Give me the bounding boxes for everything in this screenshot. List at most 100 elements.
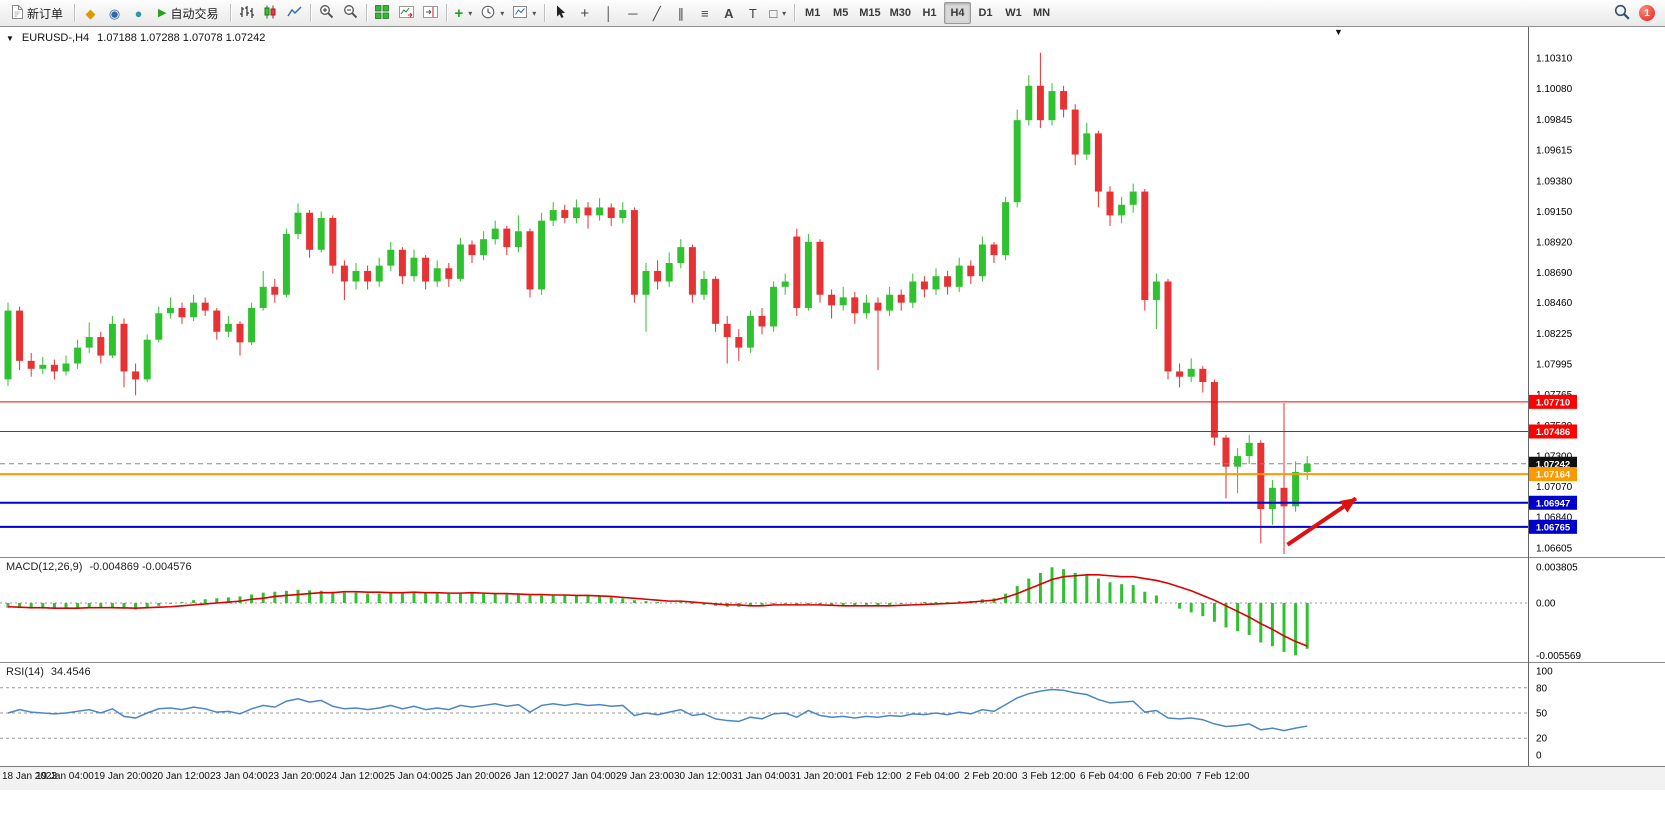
panel-separator[interactable] (0, 662, 1665, 663)
time-axis-label: 19 Jan 20:00 (94, 771, 152, 782)
fibonacci-icon: ≡ (701, 5, 709, 21)
macd-values: -0.004869 -0.004576 (89, 561, 192, 573)
new-order-button[interactable]: 新订单 (4, 2, 70, 24)
svg-text:1.08225: 1.08225 (1536, 329, 1573, 340)
bar-chart-button[interactable] (235, 2, 258, 24)
fibonacci-button[interactable]: ≡ (693, 2, 716, 24)
search-icon (1614, 4, 1630, 23)
template-chart-icon (513, 5, 528, 22)
market-watch-button[interactable]: ● (127, 2, 150, 24)
time-axis-label: 18 Jan 2023 (2, 771, 58, 782)
time-axis-label: 19 Jan 04:00 (36, 771, 94, 782)
svg-text:1.09380: 1.09380 (1536, 176, 1573, 187)
svg-text:1.07710: 1.07710 (1536, 397, 1570, 408)
rsi-panel[interactable]: 100 80 50 20 0 (0, 663, 1665, 766)
crosshair-button[interactable]: + (573, 2, 596, 24)
timeframe-m5-button[interactable]: M5 (827, 2, 854, 24)
vertical-line-button[interactable]: │ (597, 2, 620, 24)
svg-text:100: 100 (1536, 667, 1553, 678)
candlestick-chart-button[interactable] (259, 2, 282, 24)
zoom-out-icon (343, 4, 358, 22)
chevron-down-icon: ▾ (782, 8, 787, 18)
timeframe-h1-button[interactable]: H1 (916, 2, 943, 24)
svg-text:1.10080: 1.10080 (1536, 84, 1573, 95)
shapes-icon: □ (769, 5, 778, 21)
time-axis-label: 31 Jan 20:00 (790, 771, 848, 782)
time-axis-label: 25 Jan 20:00 (442, 771, 500, 782)
auto-scroll-button[interactable] (395, 2, 418, 24)
zoom-in-icon (319, 4, 334, 22)
chart-end-marker-icon: ▼ (1334, 27, 1343, 37)
symbol-label: EURUSD-,H4 (21, 32, 90, 44)
timeframe-m1-button[interactable]: M1 (799, 2, 826, 24)
text-label-icon: T (748, 5, 757, 21)
svg-text:1.06605: 1.06605 (1536, 544, 1573, 555)
macd-panel[interactable]: 0.003805 0.00 -0.005569 (0, 558, 1665, 662)
toolbar-separator (74, 4, 76, 22)
chevron-down-icon: ▾ (468, 8, 473, 18)
periods-button[interactable]: ▾ (477, 2, 508, 24)
text-icon: A (724, 5, 734, 21)
channel-icon: ∥ (677, 5, 685, 21)
timeframe-w1-button[interactable]: W1 (1000, 2, 1027, 24)
svg-text:0.003805: 0.003805 (1536, 563, 1578, 574)
toolbar-separator (365, 4, 367, 22)
timeframe-d1-button[interactable]: D1 (972, 2, 999, 24)
timeframe-m30-button[interactable]: M30 (886, 2, 915, 24)
chart-shift-button[interactable] (419, 2, 442, 24)
market-watch-icon: ● (134, 5, 143, 21)
search-button[interactable] (1610, 2, 1634, 24)
equidistant-channel-button[interactable]: ∥ (669, 2, 692, 24)
time-axis-label: 30 Jan 12:00 (674, 771, 732, 782)
profiles-icon: ◉ (108, 5, 121, 21)
svg-text:50: 50 (1536, 709, 1548, 720)
chevron-down-icon: ▾ (500, 8, 505, 18)
time-axis-label: 31 Jan 04:00 (732, 771, 790, 782)
svg-text:0.00: 0.00 (1536, 599, 1556, 610)
tile-windows-button[interactable] (371, 2, 394, 24)
svg-text:1.09845: 1.09845 (1536, 115, 1573, 126)
price-chart[interactable]: 1.10310 1.10080 1.09845 1.09615 1.09380 1.091… (0, 27, 1665, 557)
svg-text:1.09150: 1.09150 (1536, 207, 1573, 218)
time-axis[interactable]: 18 Jan 2023 19 Jan 04:00 19 Jan 20:00 20 Ja… (0, 766, 1665, 790)
chevron-down-icon: ▾ (532, 8, 537, 18)
toolbar-separator (229, 4, 231, 22)
indicators-button[interactable]: + ▾ (451, 2, 477, 24)
svg-text:80: 80 (1536, 683, 1548, 694)
time-axis-label: 23 Jan 20:00 (268, 771, 326, 782)
templates-button[interactable]: ▾ (509, 2, 540, 24)
auto-scroll-icon (398, 5, 414, 22)
new-chart-icon: ◆ (85, 5, 96, 21)
text-label-button[interactable]: T (741, 2, 764, 24)
toolbar-separator (794, 4, 796, 22)
rsi-label: RSI(14) 34.4546 (6, 666, 91, 678)
toolbar-separator (544, 4, 546, 22)
new-chart-button[interactable]: ◆ (79, 2, 102, 24)
zoom-out-button[interactable] (339, 2, 362, 24)
text-button[interactable]: A (717, 2, 740, 24)
notification-badge[interactable]: 1 (1639, 5, 1655, 21)
line-chart-button[interactable] (283, 2, 306, 24)
cursor-button[interactable] (549, 2, 572, 24)
trendline-icon: ╱ (652, 5, 661, 21)
shapes-button[interactable]: □ ▾ (765, 2, 790, 24)
timeframe-m15-button[interactable]: M15 (855, 2, 884, 24)
trendline-button[interactable]: ╱ (645, 2, 668, 24)
timeframe-h4-button[interactable]: H4 (944, 2, 971, 24)
rsi-value: 34.4546 (50, 666, 91, 678)
collapse-triangle-icon: ▼ (6, 33, 14, 43)
time-axis-label: 7 Feb 12:00 (1196, 771, 1250, 782)
timeframe-group: M1 M5 M15 M30 H1 H4 D1 W1 MN (799, 2, 1055, 24)
horizontal-line-button[interactable]: ─ (621, 2, 644, 24)
panel-separator[interactable] (0, 557, 1665, 558)
timeframe-mn-button[interactable]: MN (1028, 2, 1055, 24)
svg-text:1.08460: 1.08460 (1536, 298, 1573, 309)
svg-text:1.08690: 1.08690 (1536, 268, 1573, 279)
auto-trading-button[interactable]: ▶ 自动交易 (151, 2, 225, 24)
zoom-in-button[interactable] (315, 2, 338, 24)
profiles-button[interactable]: ◉ (103, 2, 126, 24)
vertical-line-icon: │ (604, 5, 613, 21)
svg-text:1.09615: 1.09615 (1536, 145, 1573, 156)
ohlc-values: 1.07188 1.07288 1.07078 1.07242 (97, 32, 266, 44)
time-axis-label: 26 Jan 12:00 (500, 771, 558, 782)
